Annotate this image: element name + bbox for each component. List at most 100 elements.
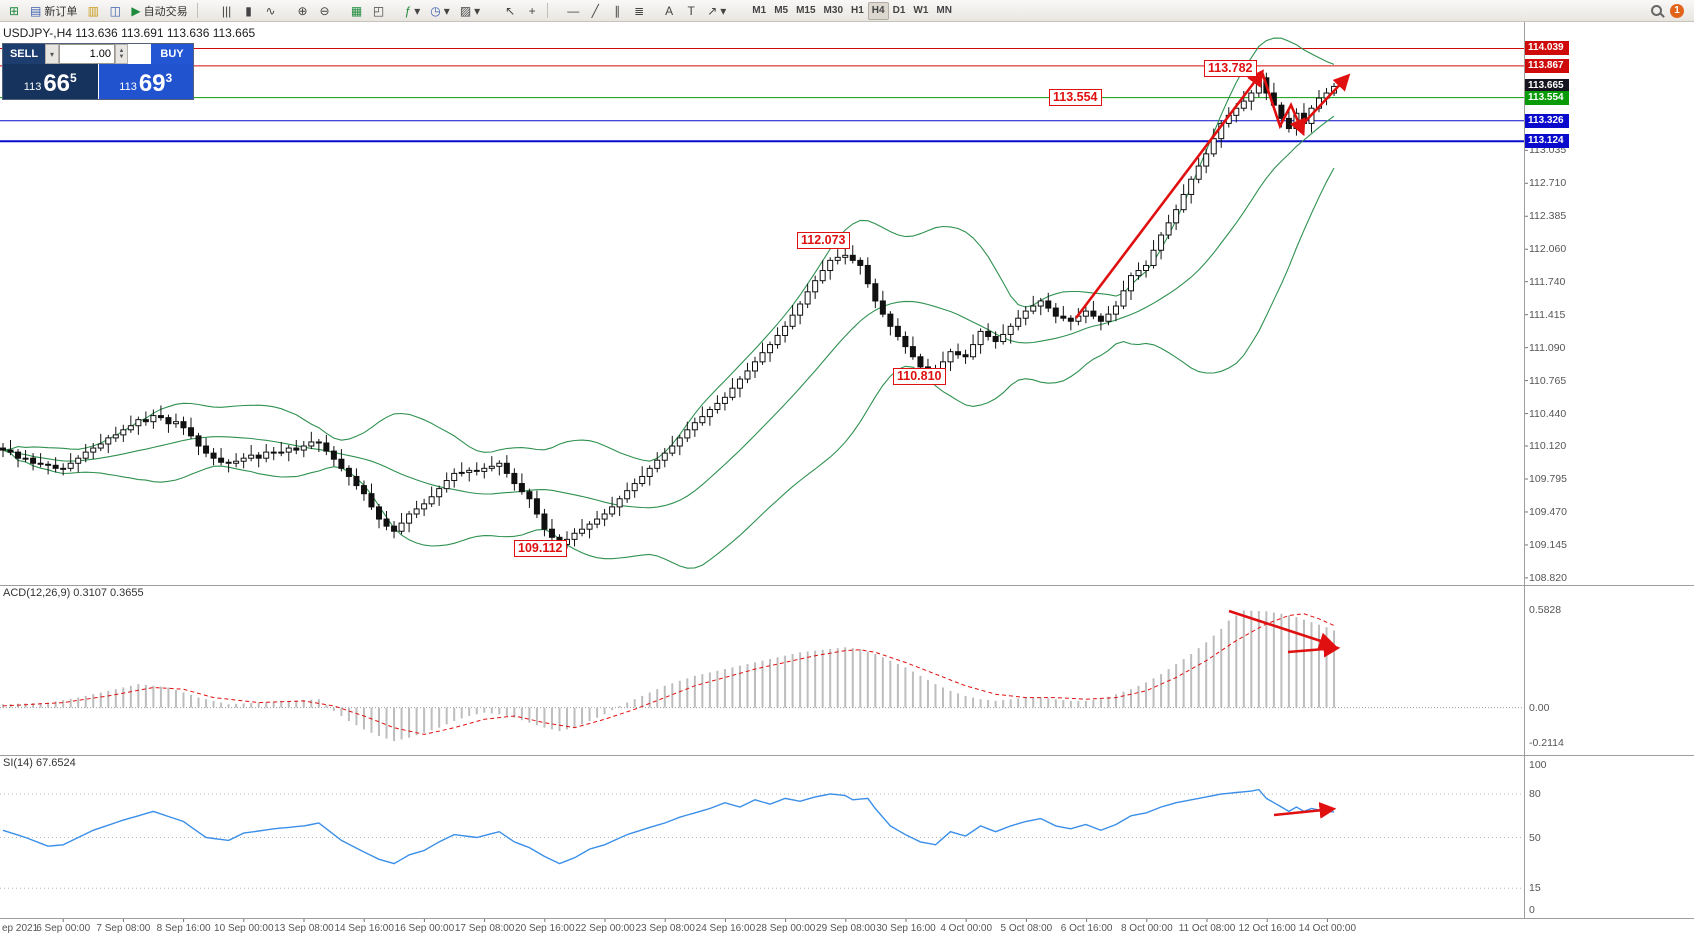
label-tool-button[interactable]: T: [681, 2, 701, 20]
rsi-axis-label: 50: [1529, 831, 1541, 844]
macd-splitter[interactable]: [0, 585, 1694, 586]
trend-up-arrow[interactable]: [1074, 69, 1265, 319]
new-order-icon: ▤: [30, 3, 42, 18]
lot-dropdown[interactable]: ▾: [45, 44, 59, 64]
zoom-out-button[interactable]: ⊖: [315, 2, 335, 20]
time-axis-label: 24 Sep 16:00: [695, 923, 756, 934]
buy-button[interactable]: BUY: [151, 44, 193, 64]
price-tick-label: 109.470: [1529, 505, 1567, 518]
market-watch-icon: ◫: [109, 3, 122, 18]
price-line-badge: 113.867: [1525, 58, 1569, 73]
buy-price-button[interactable]: 113 69 3: [98, 64, 193, 99]
price-tick-label: 111.090: [1529, 341, 1566, 354]
arrow-tools-icon: ↗: [707, 3, 718, 18]
cursor-button[interactable]: ↖: [500, 2, 520, 20]
bollinger-upper-band: [2, 37, 1335, 462]
time-axis-label: 7 Sep 08:00: [96, 923, 151, 934]
price-tick-label: 112.060: [1529, 243, 1567, 256]
rsi-line: [2, 788, 1335, 865]
autotrading-button[interactable]: ▶ 自动交易: [127, 2, 191, 20]
breakout-up-arrow[interactable]: [1299, 73, 1351, 128]
new-order-label: 新订单: [44, 5, 78, 18]
dropdown-icon: ▾: [474, 3, 481, 18]
trendline-tool-button[interactable]: ╱: [585, 2, 605, 20]
macd-axis-label: -0.2114: [1529, 737, 1564, 749]
time-axis-label: 4 Oct 00:00: [940, 923, 993, 934]
candlestick-chart-button[interactable]: ▮: [239, 2, 259, 20]
time-axis-label: 28 Sep 00:00: [755, 923, 816, 934]
price-flag-112.073[interactable]: 112.073: [797, 232, 850, 249]
templates-icon: ▨: [459, 3, 472, 18]
price-tick-label: 110.120: [1529, 440, 1567, 453]
timeframe-H4[interactable]: H4: [867, 1, 889, 20]
indicators-button[interactable]: ƒ ▾: [401, 2, 425, 20]
sell-price-button[interactable]: 113 66 5: [3, 64, 99, 99]
spinner-down-icon[interactable]: ▼: [118, 54, 125, 60]
macd-histogram: [2, 610, 1336, 742]
time-axis-label: 6 Sep 00:00: [36, 923, 91, 934]
hline-tool-button[interactable]: —: [563, 2, 583, 20]
channel-tool-button[interactable]: ∥: [607, 2, 627, 20]
rsi-flat-arrow[interactable]: [1273, 801, 1337, 819]
price-tick-label: 108.820: [1529, 571, 1567, 584]
price-tick-label: 110.765: [1529, 374, 1567, 387]
macd-down-arrow[interactable]: [1228, 609, 1337, 649]
label-tool-icon: T: [687, 3, 695, 18]
timeframe-M15[interactable]: M15: [796, 5, 816, 16]
indicators-icon: ƒ: [404, 3, 412, 18]
rsi-axis-label: 80: [1529, 788, 1541, 800]
macd-label: ACD(12,26,9) 0.3107 0.3655: [3, 587, 144, 599]
cascade-windows-icon: ◰: [372, 3, 385, 18]
timeframe-M1[interactable]: M1: [752, 5, 767, 16]
lot-spinner[interactable]: ▲ ▼: [115, 44, 128, 64]
price-tick-label: 110.440: [1529, 407, 1567, 420]
timeframe-W1[interactable]: W1: [913, 5, 929, 16]
rsi-label: SI(14) 67.6524: [3, 757, 76, 769]
market-watch-button[interactable]: ◫: [105, 2, 125, 20]
pullback-zigzag-arrow[interactable]: [1260, 71, 1306, 137]
profiles-button[interactable]: ▥: [83, 2, 103, 20]
new-chart-button[interactable]: ⊞: [4, 2, 24, 20]
bar-chart-icon: |||: [221, 3, 232, 18]
rsi-splitter[interactable]: [0, 755, 1694, 756]
notification-badge[interactable]: 1: [1670, 3, 1684, 18]
lot-size-input[interactable]: [59, 44, 115, 64]
macd-axis-label: 0.5828: [1529, 603, 1562, 616]
sell-button[interactable]: SELL: [3, 44, 45, 64]
text-tool-icon: A: [665, 3, 674, 18]
search-icon[interactable]: [1651, 5, 1662, 16]
price-flag-113.554[interactable]: 113.554: [1049, 89, 1102, 106]
bar-chart-button[interactable]: |||: [217, 2, 237, 20]
timeframe-MN[interactable]: MN: [936, 5, 952, 16]
new-order-button[interactable]: ▤ 新订单: [26, 2, 81, 20]
timeframe-H1[interactable]: H1: [851, 5, 864, 16]
time-axis-label: 20 Sep 16:00: [515, 923, 575, 934]
price-flag-113.782[interactable]: 113.782: [1204, 60, 1257, 77]
crosshair-button[interactable]: +: [522, 2, 542, 20]
price-line-badge: 114.039: [1525, 41, 1569, 56]
cascade-windows-button[interactable]: ◰: [369, 2, 389, 20]
timeframe-M30[interactable]: M30: [823, 5, 843, 16]
macd-flat-arrow[interactable]: [1287, 640, 1341, 658]
candlestick-chart-icon: ▮: [245, 3, 252, 18]
time-axis-label: 11 Oct 08:00: [1178, 923, 1236, 934]
line-chart-button[interactable]: ∿: [261, 2, 281, 20]
price-tick-label: 112.385: [1529, 210, 1567, 223]
price-flag-110.810[interactable]: 110.810: [893, 368, 946, 385]
cursor-icon: ↖: [505, 3, 516, 18]
price-flag-109.112[interactable]: 109.112: [514, 540, 567, 557]
timeframe-M5[interactable]: M5: [774, 5, 789, 16]
arrow-tools-button[interactable]: ↗ ▾: [703, 2, 730, 20]
fibonacci-tool-button[interactable]: ≣: [629, 2, 649, 20]
price-tick-label: 112.710: [1529, 177, 1567, 190]
templates-button[interactable]: ▨ ▾: [456, 2, 484, 20]
text-tool-button[interactable]: A: [659, 2, 679, 20]
periods-button[interactable]: ◷ ▾: [426, 2, 454, 20]
time-axis-edge-label: ep 2021: [2, 923, 39, 934]
timeframe-D1[interactable]: D1: [892, 5, 906, 16]
tile-windows-button[interactable]: ▦: [347, 2, 367, 20]
zoom-in-button[interactable]: ⊕: [293, 2, 313, 20]
spinner-up-icon[interactable]: ▲: [118, 48, 125, 54]
